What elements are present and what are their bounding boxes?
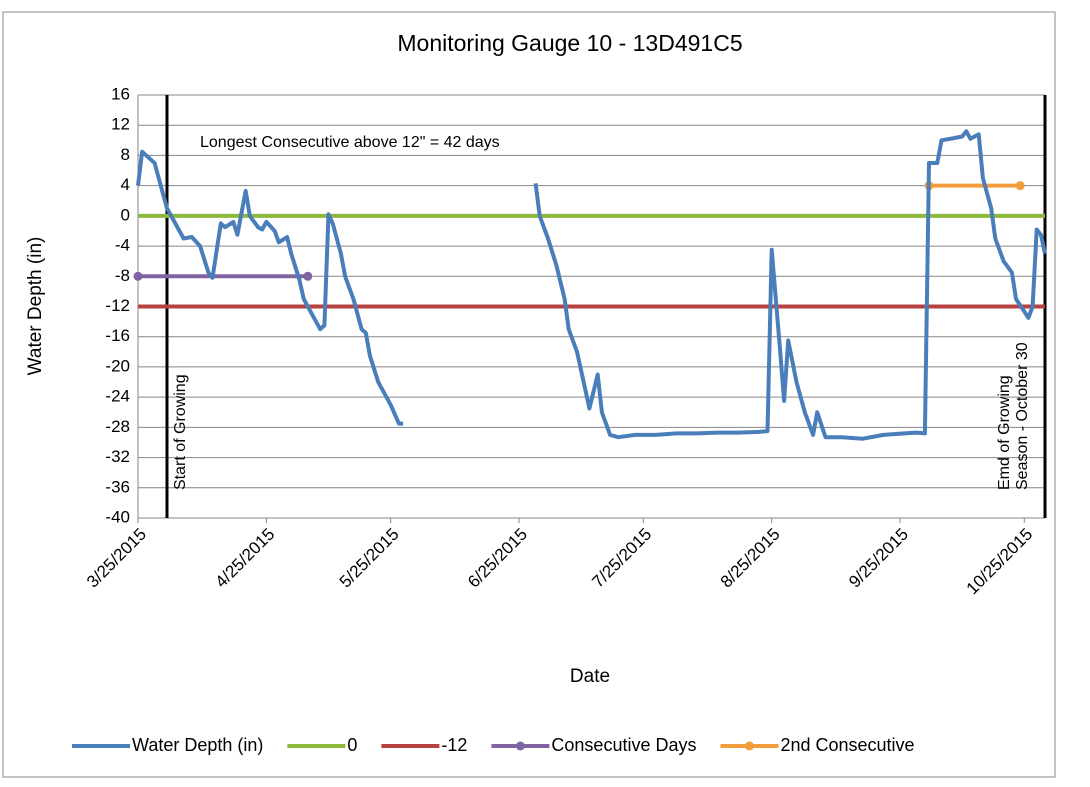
y-tick-label: 4 [121, 175, 130, 194]
legend-label: Water Depth (in) [132, 735, 263, 755]
legend-label: 2nd Consecutive [780, 735, 914, 755]
chart-title: Monitoring Gauge 10 - 13D491C5 [397, 30, 742, 56]
legend-label: -12 [441, 735, 467, 755]
y-tick-label: 16 [111, 84, 130, 103]
y-tick-label: 12 [111, 115, 130, 134]
legend-marker [515, 741, 525, 751]
y-tick-label: -8 [115, 266, 130, 285]
y-tick-label: -16 [105, 326, 130, 345]
reference-label: Emd of Growing [996, 375, 1013, 490]
y-tick-label: 0 [121, 205, 130, 224]
series-line [136, 129, 1047, 441]
y-axis-title: Water Depth (in) [25, 237, 46, 376]
legend-item: -12 [381, 735, 467, 755]
legend-item: 0 [287, 735, 357, 755]
chart-frame [2, 11, 1056, 778]
legend-marker [744, 741, 754, 751]
y-tick-label: -28 [105, 417, 130, 436]
legend-item: Water Depth (in) [72, 735, 263, 755]
legend-label: 0 [347, 735, 357, 755]
reference-label: Season - October 30 [1014, 342, 1031, 490]
annotation: Longest Consecutive above 12" = 42 days [200, 134, 500, 151]
y-tick-label: 8 [121, 145, 130, 164]
y-tick-label: -4 [115, 236, 130, 255]
y-tick-label: -40 [105, 507, 130, 526]
series-marker [303, 271, 313, 281]
reference-label: Start of Growing [172, 374, 189, 490]
legend-item: 2nd Consecutive [720, 735, 915, 755]
legend-item: Consecutive Days [491, 735, 696, 755]
y-tick-label: -32 [105, 447, 130, 466]
series-marker [133, 271, 143, 281]
y-tick-label: -12 [105, 296, 130, 315]
y-tick-label: -20 [105, 356, 130, 375]
x-axis-title: Date [570, 666, 610, 687]
y-tick-label: -24 [105, 387, 130, 406]
y-tick-label: -36 [105, 477, 130, 496]
series-marker [1015, 181, 1025, 191]
legend-label: Consecutive Days [551, 735, 696, 755]
